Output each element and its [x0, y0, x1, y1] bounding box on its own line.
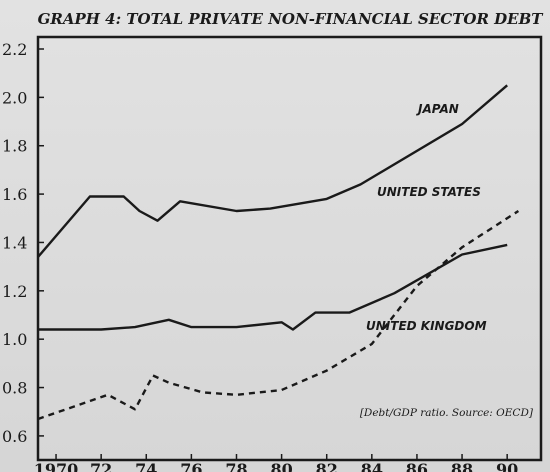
- series-layer: [37, 84, 520, 421]
- chart-title: GRAPH 4: TOTAL PRIVATE NON-FINANCIAL SEC…: [38, 10, 545, 28]
- series-label-united-states: UNITED STATES: [377, 185, 481, 199]
- x-tick-label-1990: 90: [496, 460, 518, 472]
- x-tick-label-1972: 72: [90, 460, 112, 472]
- series-label-japan: JAPAN: [416, 102, 459, 116]
- y-tick-label-2-0: 2.0: [2, 88, 27, 107]
- series-line-japan: [37, 84, 508, 258]
- y-tick-label-2-2: 2.2: [2, 40, 27, 59]
- x-tick-label-1970: 1970: [34, 460, 79, 472]
- series-line-united-kingdom: [37, 209, 520, 421]
- y-tick-label-0-6: 0.6: [2, 427, 27, 446]
- series-line-united-states: [38, 243, 508, 331]
- y-tick-label-0-8: 0.8: [2, 379, 27, 398]
- plot-frame: [36, 35, 543, 462]
- y-tick-label-1-2: 1.2: [2, 282, 27, 301]
- x-tick-label-1976: 76: [180, 460, 202, 472]
- x-axis: 1970 72 74 76 78 80 82 84 86 88 90: [34, 454, 518, 472]
- x-tick-label-1986: 86: [406, 460, 428, 472]
- x-tick-label-1984: 84: [361, 460, 383, 472]
- y-tick-label-1-4: 1.4: [2, 233, 27, 252]
- y-tick-label-1-6: 1.6: [2, 185, 27, 204]
- x-tick-label-1980: 80: [270, 460, 292, 472]
- y-axis: 0.6 0.8 1.0 1.2 1.4 1.6 1.8 2.0 2.2: [2, 40, 44, 446]
- y-tick-label-1-8: 1.8: [2, 137, 27, 156]
- x-tick-label-1988: 88: [451, 460, 473, 472]
- y-tick-label-1-0: 1.0: [2, 330, 27, 349]
- series-label-united-kingdom: UNITED KINGDOM: [366, 319, 487, 333]
- x-tick-label-1982: 82: [316, 460, 338, 472]
- x-tick-label-1974: 74: [135, 460, 157, 472]
- x-tick-label-1978: 78: [225, 460, 247, 472]
- source-note: [Debt/GDP ratio. Source: OECD]: [360, 407, 534, 419]
